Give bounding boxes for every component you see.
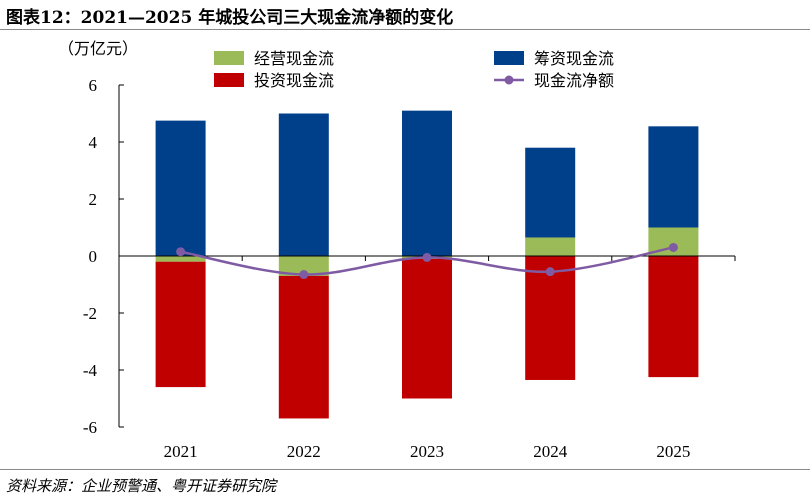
legend-label-投资现金流: 投资现金流: [254, 71, 334, 90]
y-tick-label: -6: [83, 418, 97, 437]
legend-swatch-投资现金流: [214, 73, 244, 87]
point-现金流净额-2023: [422, 252, 432, 262]
x-tick-label: 2023: [410, 442, 444, 461]
point-现金流净额-2021: [176, 247, 186, 257]
x-tick-label: 2021: [164, 442, 198, 461]
y-tick-label: 2: [89, 190, 98, 209]
bar-经营现金流-2021: [155, 256, 206, 262]
y-tick-label: -4: [83, 361, 98, 380]
legend-marker-现金流净额: [504, 75, 514, 85]
legend-label-现金流净额: 现金流净额: [534, 71, 614, 90]
source-note: 资料来源：企业预警通、粤开证券研究院: [6, 477, 277, 495]
y-tick-label: 6: [89, 76, 98, 95]
point-现金流净额-2025: [668, 242, 678, 252]
bar-经营现金流-2024: [525, 237, 576, 256]
title-divider: [0, 29, 810, 30]
x-tick-label: 2024: [533, 442, 568, 461]
legend-swatch-经营现金流: [214, 51, 244, 65]
legend-label-筹资现金流: 筹资现金流: [534, 49, 614, 68]
bar-投资现金流-2021: [155, 261, 206, 388]
y-tick-label: -2: [83, 304, 97, 323]
bar-投资现金流-2023: [402, 258, 452, 399]
legend-label-经营现金流: 经营现金流: [254, 49, 334, 68]
bar-投资现金流-2025: [648, 256, 699, 378]
y-tick-label: 0: [89, 247, 98, 266]
bar-筹资现金流-2022: [278, 113, 329, 256]
x-tick-label: 2025: [656, 442, 690, 461]
line-layer: [176, 242, 678, 280]
y-tick-label: 4: [89, 133, 98, 152]
axes: -6 -4 -2 0 2 4 6 2021 2022 2023 2024 2025: [83, 76, 736, 461]
point-现金流净额-2022: [299, 270, 309, 280]
bar-筹资现金流-2023: [402, 110, 452, 257]
bar-筹资现金流-2025: [648, 126, 699, 228]
bar-经营现金流-2022: [278, 256, 329, 276]
source-divider: [0, 469, 810, 470]
bar-筹资现金流-2024: [525, 147, 576, 238]
unit-label: （万亿元）: [58, 39, 138, 58]
bar-layer: [155, 110, 699, 419]
x-tick-label: 2022: [287, 442, 321, 461]
bar-筹资现金流-2021: [155, 120, 206, 256]
bar-投资现金流-2024: [525, 256, 576, 380]
figure-title: 图表12：2021—2025 年城投公司三大现金流净额的变化: [6, 8, 454, 28]
point-现金流净额-2024: [545, 267, 555, 277]
bar-投资现金流-2022: [278, 275, 329, 419]
legend-swatch-筹资现金流: [494, 51, 524, 65]
